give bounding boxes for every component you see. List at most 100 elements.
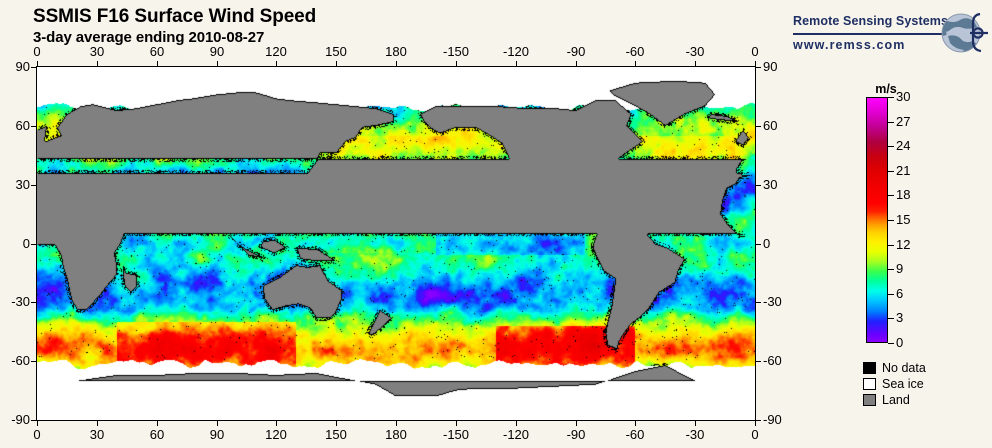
label-x-top: 60	[149, 44, 165, 59]
wind-speed-map[interactable]	[36, 66, 756, 421]
label-x-bottom: 180	[385, 427, 407, 442]
label-x-bottom: -150	[442, 427, 470, 442]
tick-y-right	[756, 302, 761, 303]
legend-item-land: Land	[863, 393, 983, 408]
tick-y-left	[31, 244, 36, 245]
label-x-bottom: -60	[625, 427, 645, 442]
label-y-right: -60	[763, 353, 782, 368]
tick-x-top	[97, 61, 98, 66]
colorbar-tick-label: 27	[896, 114, 911, 129]
colorbar-tick-label: 15	[896, 212, 911, 227]
tick-x-bottom	[635, 421, 636, 426]
tick-y-left	[31, 126, 36, 127]
tick-x-bottom	[396, 421, 397, 426]
label-x-bottom: 60	[149, 427, 165, 442]
label-x-top: -90	[566, 44, 586, 59]
map-raster	[37, 67, 755, 420]
legend-label: No data	[882, 361, 926, 375]
label-y-right: 90	[763, 59, 778, 74]
logo-company-name: Remote Sensing Systems	[793, 14, 949, 28]
colorbar-tick	[888, 195, 894, 196]
tick-x-top	[217, 61, 218, 66]
label-x-top: -30	[685, 44, 705, 59]
legend-item-sea-ice: Sea ice	[863, 377, 983, 392]
colorbar-tick-label: 6	[896, 286, 904, 301]
tick-y-left	[31, 361, 36, 362]
remss-logo[interactable]: Remote Sensing Systems www.remss.com	[793, 12, 988, 60]
logo-divider	[793, 33, 945, 35]
legend-swatch	[863, 362, 876, 374]
colorbar-tick-label: 9	[896, 261, 904, 276]
tick-x-bottom	[456, 421, 457, 426]
label-x-bottom: 0	[751, 427, 759, 442]
tick-y-left	[31, 185, 36, 186]
label-y-right: -30	[763, 294, 782, 309]
label-y-left: -90	[11, 412, 30, 427]
tick-y-left	[31, 302, 36, 303]
tick-y-left	[31, 420, 36, 421]
label-y-right: 0	[763, 236, 771, 251]
tick-x-bottom	[37, 421, 38, 426]
label-x-bottom: 120	[265, 427, 287, 442]
label-x-top: 120	[265, 44, 287, 59]
legend-swatch	[863, 394, 876, 406]
tick-x-top	[516, 61, 517, 66]
label-x-top: 90	[209, 44, 225, 59]
label-x-top: 0	[751, 44, 759, 59]
label-y-left: 30	[15, 177, 30, 192]
colorbar-gradient	[866, 97, 888, 343]
tick-x-top	[695, 61, 696, 66]
colorbar-tick	[888, 269, 894, 270]
colorbar-units-label: m/s	[875, 82, 897, 96]
colorbar-tick	[888, 318, 894, 319]
label-x-top: -120	[502, 44, 530, 59]
colorbar-tick	[888, 146, 894, 147]
label-x-bottom: 0	[33, 427, 41, 442]
colorbar-tick	[888, 245, 894, 246]
label-y-left: 60	[15, 118, 30, 133]
label-x-bottom: 30	[89, 427, 105, 442]
label-x-bottom: 150	[325, 427, 347, 442]
label-x-top: 150	[325, 44, 347, 59]
colorbar-tick-label: 0	[896, 335, 904, 350]
logo-website-url: www.remss.com	[793, 38, 906, 52]
colorbar-tick	[888, 171, 894, 172]
colorbar-tick	[888, 343, 894, 344]
tick-x-top	[336, 61, 337, 66]
label-x-top: 180	[385, 44, 407, 59]
tick-x-bottom	[97, 421, 98, 426]
label-y-right: 30	[763, 177, 778, 192]
colorbar-tick-label: 12	[896, 237, 911, 252]
tick-x-bottom	[276, 421, 277, 426]
tick-x-bottom	[755, 421, 756, 426]
label-x-top: 30	[89, 44, 105, 59]
label-x-top: -150	[442, 44, 470, 59]
label-x-top: 0	[33, 44, 41, 59]
label-y-left: -60	[11, 353, 30, 368]
label-y-right: 60	[763, 118, 778, 133]
legend-label: Sea ice	[882, 377, 924, 391]
label-x-top: -60	[625, 44, 645, 59]
colorbar-tick	[888, 220, 894, 221]
legend-swatch	[863, 378, 876, 390]
label-y-right: -90	[763, 412, 782, 427]
legend-label: Land	[882, 393, 910, 407]
tick-y-right	[756, 420, 761, 421]
label-x-bottom: -30	[685, 427, 705, 442]
tick-y-right	[756, 244, 761, 245]
colorbar-tick-label: 18	[896, 187, 911, 202]
tick-x-bottom	[336, 421, 337, 426]
colorbar-tick	[888, 294, 894, 295]
tick-y-left	[31, 67, 36, 68]
tick-x-bottom	[217, 421, 218, 426]
tick-y-right	[756, 126, 761, 127]
colorbar-tick-label: 30	[896, 89, 911, 104]
label-y-left: -30	[11, 294, 30, 309]
page-subtitle: 3-day average ending 2010-08-27	[33, 29, 265, 46]
tick-x-top	[755, 61, 756, 66]
tick-x-top	[37, 61, 38, 66]
tick-y-right	[756, 67, 761, 68]
globe-icon	[941, 12, 988, 53]
colorbar-tick-label: 24	[896, 138, 911, 153]
label-x-bottom: -120	[502, 427, 530, 442]
